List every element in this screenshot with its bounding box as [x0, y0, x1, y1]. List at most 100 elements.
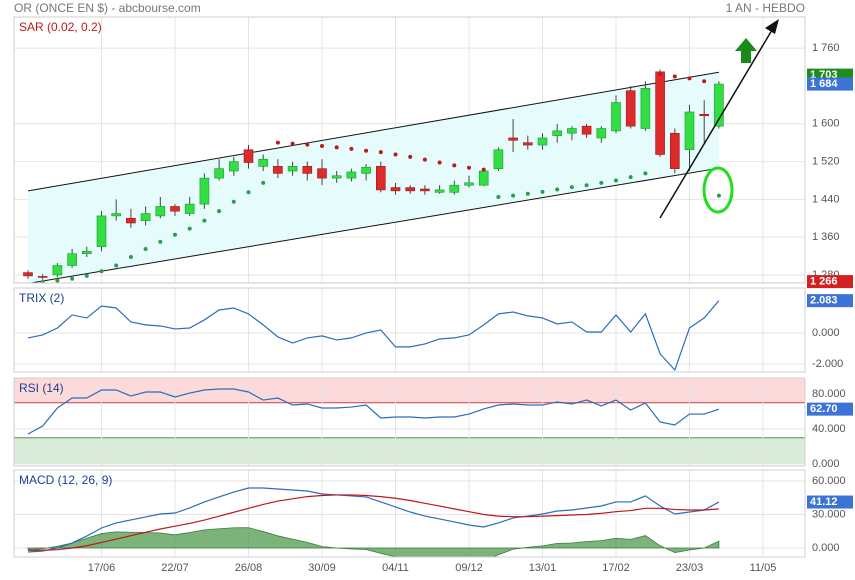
sar-dot	[217, 209, 222, 214]
sar-dot	[452, 163, 457, 168]
sar-dot	[422, 157, 427, 162]
sar-dot	[290, 141, 295, 146]
sar-dot	[584, 183, 589, 188]
sar-dot	[158, 239, 163, 244]
sar-dot	[511, 193, 516, 198]
panel-plot	[14, 17, 805, 283]
x-tick-label: 17/02	[602, 562, 630, 574]
candle-body	[111, 213, 121, 217]
y-tick-label: 30.000	[812, 508, 846, 520]
candle-body	[567, 128, 577, 134]
candle-body	[714, 83, 724, 127]
candle-body	[361, 166, 371, 174]
panel-plot	[14, 288, 805, 372]
indicator-line	[28, 494, 719, 551]
sar-dot	[716, 193, 721, 198]
candle-body	[537, 137, 548, 146]
candle-body	[493, 149, 504, 169]
candle-body	[522, 142, 533, 146]
sar-dot	[70, 276, 75, 281]
candle-body	[405, 187, 416, 192]
candle-body	[214, 168, 224, 179]
candle-body	[258, 158, 269, 167]
panel-label: MACD (12, 26, 9)	[19, 473, 112, 487]
value-tag	[807, 294, 853, 308]
x-tick-label: 22/07	[161, 562, 189, 574]
sar-dot	[114, 263, 119, 268]
channel-line	[27, 71, 719, 192]
candle-body	[684, 111, 695, 151]
sar-dot	[305, 142, 310, 147]
indicator-line	[27, 300, 720, 372]
y-tick-label: 1 520	[812, 155, 840, 167]
candle-body	[625, 90, 636, 127]
candle-body	[184, 203, 195, 214]
candle-body	[67, 253, 77, 266]
sar-dot	[187, 226, 192, 231]
panel-plot	[14, 470, 805, 557]
candle-body	[449, 184, 460, 193]
candle-body	[317, 168, 327, 179]
sar-dot	[364, 148, 369, 153]
candle-body	[140, 213, 151, 221]
panel-label: RSI (14)	[19, 381, 64, 395]
value-tag	[807, 77, 853, 91]
candle-body	[596, 128, 607, 139]
sar-dot	[349, 146, 354, 151]
channel-fill	[28, 72, 719, 283]
y-tick-label: 1 360	[812, 231, 840, 243]
y-tick-label: 80.000	[812, 388, 846, 400]
value-tag-label: 41.12	[810, 496, 838, 508]
x-tick-label: 09/12	[455, 562, 483, 574]
y-tick-label: 1 600	[812, 118, 840, 130]
sar-dot	[393, 152, 398, 157]
highlight-circle	[702, 166, 734, 214]
value-tag-label: 62.70	[810, 403, 838, 415]
candle-body	[199, 177, 210, 205]
candle-body	[669, 132, 680, 169]
panel-frame	[13, 16, 806, 284]
value-tag-label: 2.083	[810, 295, 838, 307]
value-tag	[807, 402, 853, 416]
sar-dot	[173, 232, 177, 237]
candle-body	[699, 114, 710, 117]
candle-body	[464, 182, 474, 186]
candle-body	[611, 102, 621, 132]
sar-dot	[143, 246, 148, 251]
candle-body	[655, 71, 665, 155]
x-tick-label: 26/08	[235, 562, 263, 574]
channel-line	[27, 167, 719, 283]
zone-band	[14, 437, 805, 464]
panel-label: SAR (0.02, 0.2)	[19, 20, 102, 34]
y-tick-label: 0.000	[812, 327, 840, 339]
y-tick-label: -2.000	[812, 358, 843, 370]
sar-dot	[275, 140, 280, 145]
sar-dot	[231, 199, 236, 204]
sar-dot	[378, 150, 383, 155]
sar-dot	[334, 145, 339, 150]
y-tick-label: 40.000	[812, 423, 846, 435]
candle-body	[640, 88, 651, 129]
candle-body	[96, 215, 107, 247]
panel-frame	[13, 377, 806, 467]
sar-dot	[643, 171, 648, 176]
panel-frame	[13, 469, 806, 558]
candle-body	[287, 166, 298, 172]
x-tick-label: 13/01	[529, 562, 557, 574]
panel-background	[14, 288, 805, 372]
x-tick-label: 23/03	[676, 562, 704, 574]
x-tick-label: 17/06	[88, 562, 116, 574]
sar-dot	[40, 280, 45, 283]
panel-plot	[14, 378, 805, 466]
candle-body	[508, 137, 518, 141]
candle-body	[478, 170, 489, 186]
period: 1 AN - HEBDO	[726, 1, 805, 15]
up-arrow	[735, 38, 757, 51]
x-tick-label: 11/05	[750, 562, 777, 574]
candle-body	[37, 276, 48, 278]
x-tick-label: 04/11	[382, 562, 409, 574]
sar-dot	[437, 160, 442, 165]
